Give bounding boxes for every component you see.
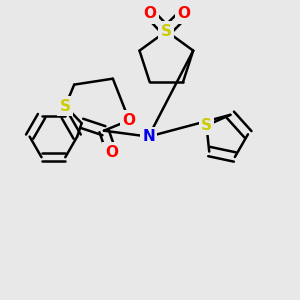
Text: O: O xyxy=(177,6,190,21)
Text: O: O xyxy=(105,145,118,160)
Text: O: O xyxy=(143,6,157,21)
Text: S: S xyxy=(161,24,172,39)
Text: O: O xyxy=(123,113,136,128)
Text: S: S xyxy=(201,118,212,133)
Text: S: S xyxy=(60,98,71,113)
Text: N: N xyxy=(142,129,155,144)
